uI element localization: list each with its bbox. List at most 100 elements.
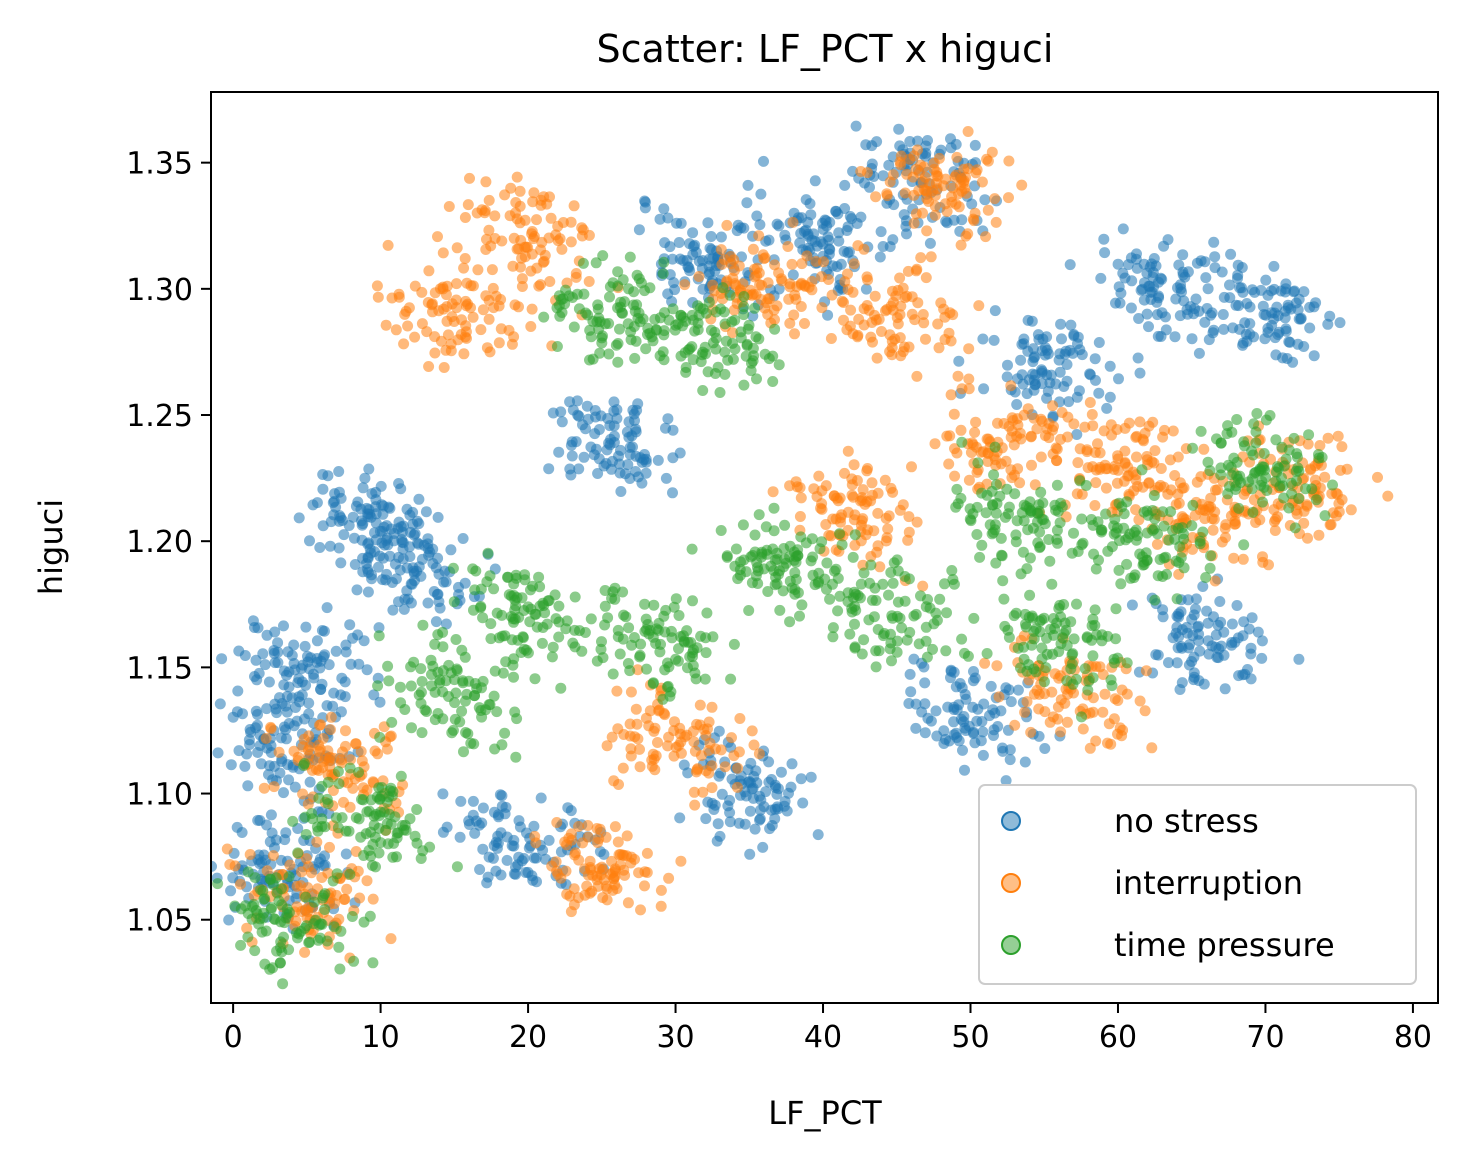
data-point: [350, 738, 362, 750]
data-point: [743, 605, 755, 616]
data-point: [524, 616, 536, 628]
data-point: [821, 583, 832, 595]
data-point: [1071, 598, 1082, 610]
data-point: [413, 538, 425, 550]
data-point: [615, 444, 626, 456]
data-point: [1219, 683, 1231, 695]
data-point: [292, 932, 303, 944]
data-point: [660, 472, 672, 484]
data-point: [954, 678, 966, 689]
data-point: [416, 318, 428, 330]
data-point: [261, 742, 273, 754]
data-point: [508, 232, 520, 244]
data-point: [860, 283, 872, 295]
data-point: [701, 607, 713, 619]
data-point: [948, 214, 960, 226]
data-point: [789, 584, 801, 595]
data-point: [657, 346, 669, 358]
data-point: [972, 703, 984, 715]
data-point: [749, 271, 761, 283]
data-point: [643, 720, 655, 732]
data-point: [660, 604, 672, 616]
data-point: [749, 823, 761, 835]
data-point: [939, 334, 951, 345]
data-point: [870, 595, 882, 606]
data-point: [691, 766, 702, 778]
data-point: [795, 492, 807, 504]
data-point: [469, 584, 481, 596]
data-point: [659, 307, 670, 319]
data-point: [1239, 317, 1251, 329]
data-point: [372, 680, 384, 692]
chart-title: Scatter: LF_PCT x higuci: [597, 27, 1054, 71]
data-point: [311, 836, 323, 848]
data-point: [668, 601, 680, 613]
data-point: [946, 565, 958, 576]
data-point: [884, 346, 896, 358]
data-point: [371, 280, 383, 292]
data-point: [742, 179, 754, 191]
data-point: [715, 744, 727, 756]
data-point: [286, 692, 298, 704]
data-point: [1125, 252, 1137, 264]
data-point: [731, 781, 743, 793]
data-point: [639, 598, 651, 610]
data-point: [1152, 570, 1164, 582]
data-point: [384, 550, 396, 562]
data-point: [479, 207, 491, 219]
data-point: [495, 869, 507, 881]
data-point: [315, 655, 327, 667]
data-point: [1086, 409, 1098, 420]
data-point: [667, 487, 678, 499]
data-point: [505, 182, 517, 194]
legend-label: no stress: [1114, 802, 1259, 840]
data-point: [544, 191, 555, 203]
data-point: [1257, 300, 1269, 312]
data-point: [251, 719, 263, 731]
data-point: [678, 759, 690, 771]
data-point: [398, 603, 410, 615]
data-point: [398, 338, 410, 350]
data-point: [516, 281, 528, 292]
data-point: [975, 735, 987, 747]
data-point: [1250, 426, 1262, 438]
data-point: [568, 200, 580, 212]
data-point: [892, 596, 904, 608]
data-point: [550, 613, 562, 625]
data-point: [662, 212, 674, 224]
data-point: [631, 404, 643, 416]
data-point: [467, 311, 479, 323]
data-point: [1149, 594, 1161, 606]
data-point: [655, 900, 667, 912]
data-point: [319, 850, 330, 862]
data-point: [1003, 155, 1015, 167]
data-point: [813, 470, 825, 482]
data-point: [884, 241, 896, 253]
data-point: [547, 641, 559, 653]
data-point: [340, 646, 352, 658]
data-point: [1006, 472, 1018, 484]
data-point: [1052, 713, 1064, 725]
data-point: [225, 759, 237, 771]
data-point: [782, 241, 794, 252]
data-point: [555, 406, 567, 418]
data-point: [480, 290, 492, 302]
data-point: [981, 648, 993, 659]
data-point: [1141, 267, 1153, 279]
data-point: [1121, 657, 1133, 669]
data-point: [443, 659, 455, 671]
data-point: [1149, 513, 1161, 525]
data-point: [991, 660, 1003, 672]
data-point: [325, 724, 336, 736]
data-point: [844, 628, 856, 640]
data-point: [748, 739, 760, 751]
data-point: [299, 946, 311, 958]
data-point: [1081, 632, 1093, 644]
data-point: [963, 373, 975, 385]
data-point: [333, 778, 345, 790]
data-point: [496, 630, 508, 642]
data-point: [724, 794, 736, 806]
data-point: [816, 302, 828, 314]
data-point: [426, 669, 437, 680]
data-point: [401, 585, 413, 597]
